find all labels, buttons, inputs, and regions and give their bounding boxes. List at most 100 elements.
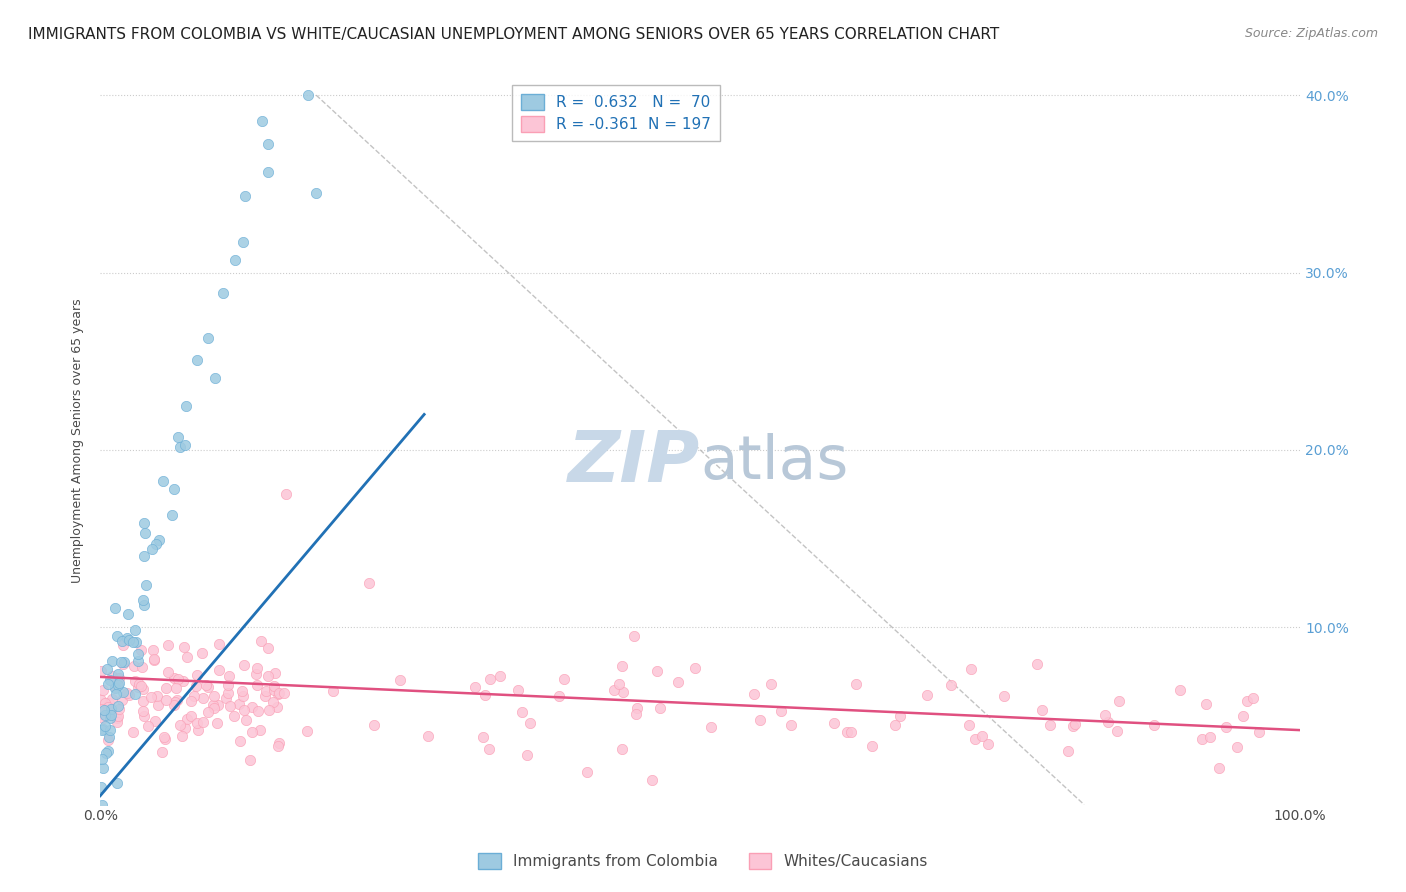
Point [90,780,112,794]
Point [759,677,782,691]
Point [257,137,280,152]
Point [93,719,115,733]
Point [1062,719,1084,733]
Point [97,744,120,758]
Point [700,720,723,734]
Point [112,655,135,669]
Point [359,575,381,590]
Point [744,686,766,700]
Point [489,669,512,683]
Point [107,678,129,692]
Point [96,677,118,691]
Point [117,632,139,646]
Point [176,649,198,664]
Point [134,526,156,541]
Point [256,669,278,683]
Point [254,690,277,704]
Point [224,252,246,267]
Text: IMMIGRANTS FROM COLOMBIA VS WHITE/CAUCASIAN UNEMPLOYMENT AMONG SENIORS OVER 65 Y: IMMIGRANTS FROM COLOMBIA VS WHITE/CAUCAS… [28,27,1000,42]
Point [1025,657,1047,671]
Point [263,679,285,693]
Point [135,578,157,592]
Point [1225,740,1247,755]
Point [105,629,128,643]
Point [246,704,269,718]
Point [640,772,662,787]
Point [110,656,132,670]
Point [963,731,986,746]
Point [884,718,907,732]
Point [90,665,112,679]
Point [266,699,288,714]
Point [108,701,131,715]
Point [231,683,253,698]
Point [576,765,599,780]
Point [94,708,117,723]
Point [90,752,112,766]
Point [156,639,179,653]
Point [1168,682,1191,697]
Point [169,717,191,731]
Point [107,667,129,681]
Point [111,638,134,652]
Point [148,533,170,547]
Point [993,690,1015,704]
Point [297,723,319,738]
Point [548,689,571,703]
Point [204,370,226,384]
Point [259,703,281,717]
Point [112,657,135,672]
Point [201,698,224,712]
Point [139,690,162,704]
Point [770,704,793,718]
Point [98,730,121,744]
Point [186,668,208,682]
Point [749,713,772,727]
Point [977,737,1000,751]
Point [122,725,145,739]
Point [610,741,633,756]
Point [107,708,129,723]
Point [105,776,128,790]
Point [242,699,264,714]
Point [1208,761,1230,775]
Point [246,661,269,675]
Point [267,739,290,754]
Point [1039,718,1062,732]
Point [626,700,648,714]
Point [145,536,167,550]
Point [305,186,328,200]
Point [118,633,141,648]
Point [418,729,440,743]
Point [166,673,188,687]
Point [648,701,671,715]
Point [93,761,115,775]
Point [603,683,626,698]
Point [1057,744,1080,758]
Point [1232,709,1254,723]
Legend: Immigrants from Colombia, Whites/Caucasians: Immigrants from Colombia, Whites/Caucasi… [472,847,934,875]
Point [129,643,152,657]
Point [519,715,541,730]
Point [108,675,131,690]
Point [207,698,229,712]
Point [98,673,121,687]
Point [105,711,128,725]
Point [263,683,285,698]
Point [217,686,239,700]
Point [837,724,859,739]
Point [1108,694,1130,708]
Point [233,703,256,717]
Point [191,646,214,660]
Point [155,681,177,695]
Point [1236,693,1258,707]
Point [97,706,120,721]
Point [132,708,155,723]
Point [155,692,177,706]
Point [174,438,197,452]
Point [471,730,494,744]
Point [132,516,155,530]
Point [94,696,117,710]
Point [233,189,256,203]
Point [152,475,174,489]
